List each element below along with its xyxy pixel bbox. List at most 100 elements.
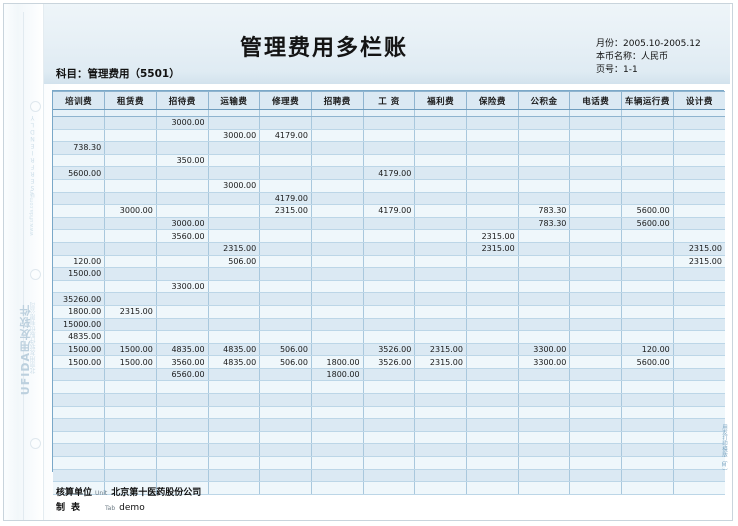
table-cell[interactable] bbox=[208, 406, 261, 420]
table-cell[interactable] bbox=[53, 192, 106, 206]
table-cell[interactable]: 4835.00 bbox=[53, 330, 106, 344]
table-row[interactable]: 3300.00 bbox=[53, 280, 725, 294]
table-row[interactable]: 3000.00 783.30 5600.00 bbox=[53, 217, 725, 231]
table-cell[interactable] bbox=[156, 481, 209, 495]
table-cell[interactable] bbox=[208, 192, 261, 206]
table-cell[interactable] bbox=[569, 355, 623, 369]
table-row[interactable] bbox=[53, 393, 725, 407]
table-cell[interactable] bbox=[673, 431, 725, 445]
table-row[interactable] bbox=[53, 469, 725, 483]
table-cell[interactable] bbox=[518, 192, 571, 206]
table-cell[interactable] bbox=[156, 469, 209, 483]
table-cell[interactable] bbox=[621, 129, 674, 143]
table-cell[interactable] bbox=[259, 154, 312, 168]
table-cell[interactable] bbox=[363, 330, 416, 344]
table-cell[interactable] bbox=[311, 141, 364, 155]
table-cell[interactable] bbox=[363, 305, 416, 319]
table-cell[interactable] bbox=[414, 255, 467, 269]
table-cell[interactable] bbox=[518, 129, 571, 143]
table-cell[interactable] bbox=[466, 217, 519, 231]
table-cell[interactable]: 1500.00 bbox=[53, 267, 106, 281]
table-cell[interactable] bbox=[156, 418, 209, 432]
table-cell[interactable] bbox=[518, 229, 571, 243]
table-cell[interactable] bbox=[569, 217, 623, 231]
table-cell[interactable] bbox=[466, 192, 519, 206]
table-cell[interactable] bbox=[569, 255, 623, 269]
table-cell[interactable] bbox=[569, 431, 623, 445]
table-cell[interactable] bbox=[208, 204, 261, 218]
table-cell[interactable] bbox=[363, 406, 416, 420]
table-cell[interactable]: 2315.00 bbox=[208, 242, 261, 256]
table-cell[interactable] bbox=[311, 242, 364, 256]
table-cell[interactable] bbox=[363, 368, 416, 382]
table-cell[interactable] bbox=[208, 330, 261, 344]
table-cell[interactable] bbox=[569, 368, 623, 382]
table-cell[interactable] bbox=[518, 469, 571, 483]
table-cell[interactable] bbox=[53, 129, 106, 143]
table-cell[interactable]: 4179.00 bbox=[259, 192, 312, 206]
table-cell[interactable] bbox=[363, 418, 416, 432]
table-cell[interactable] bbox=[208, 469, 261, 483]
table-cell[interactable] bbox=[363, 393, 416, 407]
table-cell[interactable] bbox=[311, 292, 364, 306]
table-row[interactable] bbox=[53, 380, 725, 395]
table-cell[interactable] bbox=[156, 204, 209, 218]
table-cell[interactable]: 3560.00 bbox=[156, 229, 209, 243]
table-cell[interactable] bbox=[104, 443, 157, 458]
table-row[interactable] bbox=[53, 443, 725, 458]
table-cell[interactable] bbox=[363, 443, 416, 458]
table-cell[interactable] bbox=[414, 443, 467, 458]
table-cell[interactable] bbox=[621, 166, 674, 180]
table-cell[interactable] bbox=[104, 456, 157, 470]
table-cell[interactable] bbox=[673, 292, 725, 306]
table-cell[interactable] bbox=[311, 217, 364, 231]
table-cell[interactable] bbox=[156, 393, 209, 407]
table-cell[interactable] bbox=[466, 129, 519, 143]
table-cell[interactable] bbox=[363, 469, 416, 483]
table-cell[interactable]: 1500.00 bbox=[53, 343, 106, 357]
table-cell[interactable] bbox=[621, 179, 674, 193]
table-cell[interactable] bbox=[466, 456, 519, 470]
table-cell[interactable]: 2315.00 bbox=[673, 255, 725, 269]
table-cell[interactable] bbox=[311, 204, 364, 218]
table-cell[interactable]: 2315.00 bbox=[414, 355, 467, 369]
table-row[interactable]: 1800.00 2315.00 bbox=[53, 305, 725, 319]
table-cell[interactable] bbox=[156, 318, 209, 332]
table-cell[interactable]: 15000.00 bbox=[53, 318, 106, 332]
table-cell[interactable] bbox=[673, 154, 725, 168]
table-cell[interactable]: 783.30 bbox=[518, 217, 571, 231]
table-cell[interactable] bbox=[311, 229, 364, 243]
table-cell[interactable] bbox=[104, 229, 157, 243]
table-cell[interactable] bbox=[53, 179, 106, 193]
table-cell[interactable] bbox=[621, 443, 674, 458]
table-cell[interactable]: 783.30 bbox=[518, 204, 571, 218]
table-cell[interactable] bbox=[259, 418, 312, 432]
table-cell[interactable] bbox=[311, 318, 364, 332]
table-cell[interactable] bbox=[414, 116, 467, 130]
table-cell[interactable] bbox=[156, 179, 209, 193]
table-cell[interactable] bbox=[414, 481, 467, 495]
table-cell[interactable] bbox=[569, 267, 623, 281]
table-cell[interactable] bbox=[621, 418, 674, 432]
table-row[interactable]: 6560.00 1800.00 bbox=[53, 368, 725, 382]
table-cell[interactable]: 3000.00 bbox=[208, 179, 261, 193]
table-cell[interactable] bbox=[414, 418, 467, 432]
table-cell[interactable] bbox=[311, 431, 364, 445]
table-cell[interactable] bbox=[466, 406, 519, 420]
table-cell[interactable] bbox=[363, 255, 416, 269]
table-cell[interactable] bbox=[156, 406, 209, 420]
table-cell[interactable] bbox=[104, 116, 157, 130]
table-cell[interactable] bbox=[156, 267, 209, 281]
table-cell[interactable] bbox=[414, 368, 467, 382]
table-cell[interactable]: 5600.00 bbox=[621, 355, 674, 369]
table-cell[interactable] bbox=[466, 116, 519, 130]
table-cell[interactable] bbox=[466, 154, 519, 168]
table-cell[interactable] bbox=[621, 305, 674, 319]
table-cell[interactable]: 506.00 bbox=[208, 255, 261, 269]
table-cell[interactable] bbox=[569, 380, 623, 395]
table-cell[interactable] bbox=[208, 481, 261, 495]
table-cell[interactable] bbox=[569, 305, 623, 319]
table-cell[interactable] bbox=[569, 229, 623, 243]
table-cell[interactable] bbox=[259, 368, 312, 382]
table-cell[interactable] bbox=[259, 481, 312, 495]
